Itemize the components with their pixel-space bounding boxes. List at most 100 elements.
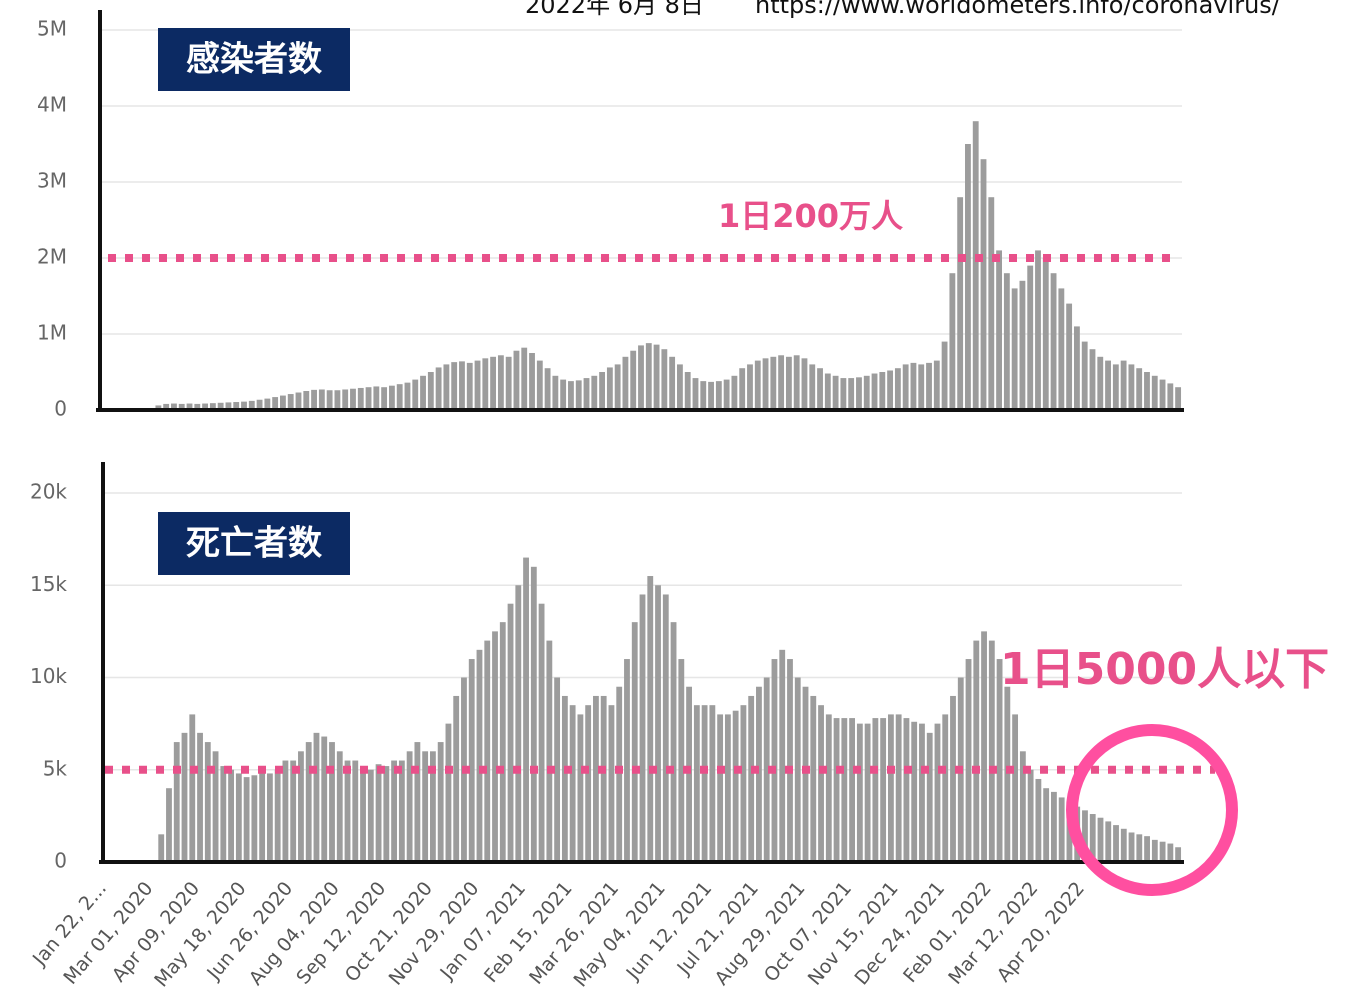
bar — [1120, 828, 1127, 862]
bar — [715, 381, 722, 410]
bar — [513, 350, 520, 410]
bar — [988, 197, 995, 410]
bar — [474, 360, 481, 410]
title-box — [158, 28, 350, 91]
bar — [624, 659, 630, 862]
bar — [492, 631, 498, 862]
bar — [801, 358, 808, 410]
bar — [1159, 379, 1166, 410]
bar — [957, 197, 964, 410]
bar — [523, 557, 529, 862]
bar — [233, 402, 240, 410]
bar — [381, 387, 388, 410]
bar — [209, 403, 216, 410]
bar — [1151, 375, 1158, 410]
bar — [771, 659, 778, 862]
bar — [459, 361, 465, 410]
bar — [497, 355, 504, 410]
bar — [181, 732, 188, 862]
bar — [536, 360, 543, 410]
bar — [272, 397, 279, 410]
bar — [1082, 810, 1088, 862]
bar — [677, 364, 683, 410]
bar — [949, 273, 956, 410]
y-tick-label: 4M — [37, 93, 67, 117]
bar — [919, 723, 925, 862]
bar — [662, 594, 669, 862]
bar — [988, 640, 995, 862]
bar — [515, 585, 522, 862]
reference-label: 1日200万人 — [718, 197, 903, 235]
bar — [1128, 364, 1135, 410]
bar — [973, 640, 980, 862]
bar — [770, 356, 777, 410]
bar — [606, 367, 613, 410]
bar — [608, 705, 615, 862]
bar — [1051, 791, 1057, 862]
bar — [616, 686, 623, 862]
bar — [342, 389, 349, 410]
bar — [375, 764, 382, 862]
y-tick-label: 1M — [37, 321, 67, 345]
bar — [763, 677, 770, 862]
bar — [429, 751, 436, 862]
bar — [941, 341, 948, 410]
bar — [1175, 387, 1182, 410]
bar — [918, 364, 925, 410]
chart-title: 死亡者数 — [186, 524, 322, 564]
bar — [669, 356, 676, 410]
bar — [700, 381, 707, 410]
bar — [864, 723, 871, 862]
bar — [554, 677, 561, 862]
bar — [171, 403, 177, 410]
bar — [723, 379, 730, 410]
bar — [1112, 364, 1119, 410]
bar — [373, 386, 380, 410]
bar — [942, 714, 949, 862]
bar — [367, 769, 374, 862]
y-tick-label: 2M — [37, 245, 67, 269]
bar — [833, 718, 840, 862]
bar — [1058, 288, 1065, 410]
bar — [505, 356, 512, 410]
bar — [435, 367, 442, 410]
bar — [880, 718, 887, 862]
bar — [422, 751, 429, 862]
bar — [841, 718, 848, 862]
bar — [926, 362, 932, 410]
bar — [313, 732, 320, 862]
bar — [311, 389, 317, 410]
bar — [499, 622, 506, 862]
y-tick-label: 5M — [37, 17, 67, 41]
bar — [529, 353, 535, 410]
source: https://www.worldometers.info/coronaviru… — [755, 0, 1281, 19]
bar — [404, 382, 411, 410]
bar — [965, 144, 971, 410]
bar — [412, 379, 419, 410]
bar — [212, 751, 219, 862]
bar — [552, 375, 559, 410]
bar — [614, 364, 621, 410]
bar — [731, 375, 738, 410]
bar — [583, 378, 590, 410]
bar — [863, 375, 870, 410]
bar — [482, 358, 489, 410]
bar — [647, 576, 654, 862]
bar — [1097, 817, 1104, 862]
bar — [420, 375, 426, 410]
bar — [756, 686, 762, 862]
bar — [388, 385, 395, 410]
bar — [189, 714, 196, 862]
bar — [155, 405, 162, 410]
bar — [1105, 360, 1111, 410]
bar — [235, 773, 242, 862]
bar — [848, 378, 855, 410]
bar — [1073, 326, 1080, 410]
bar — [1089, 814, 1096, 862]
bar — [321, 736, 328, 862]
bar — [872, 718, 879, 862]
bar — [243, 777, 250, 862]
bar — [856, 723, 863, 862]
bar — [391, 760, 398, 862]
bar — [251, 775, 258, 862]
